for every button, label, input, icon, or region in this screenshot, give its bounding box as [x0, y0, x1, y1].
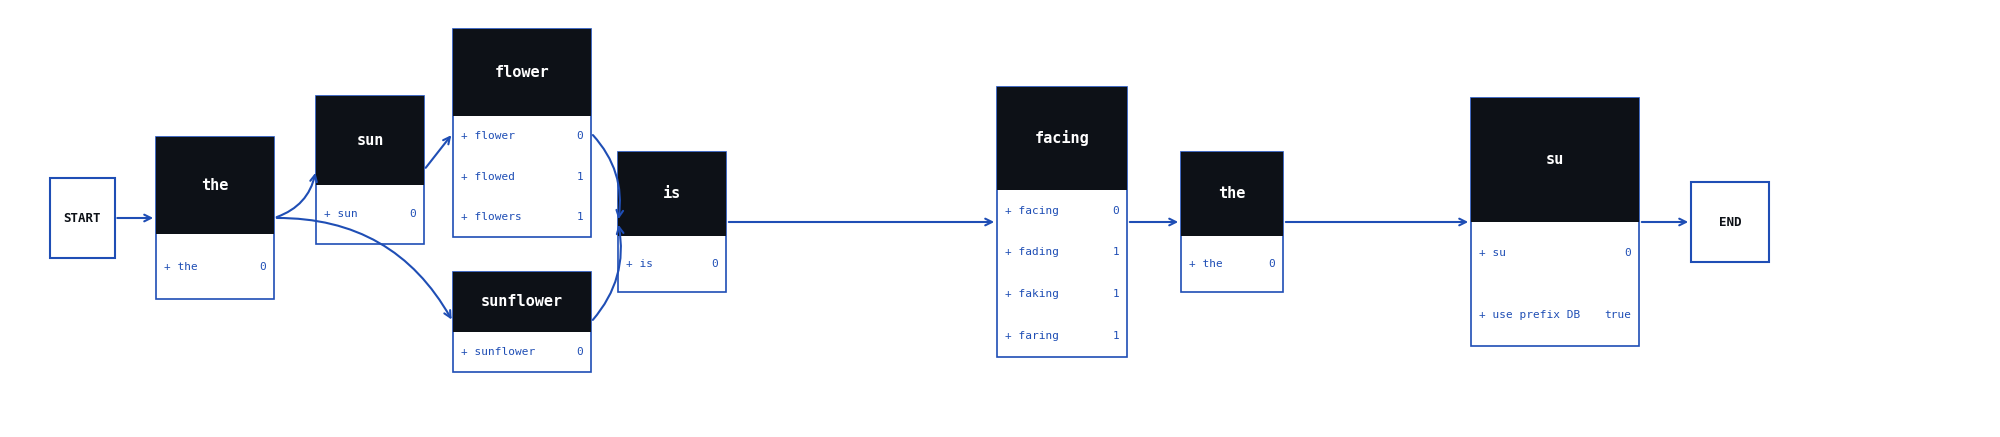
Text: sun: sun [356, 133, 384, 148]
Text: + flowers: + flowers [460, 212, 522, 222]
Text: + sun: + sun [324, 209, 358, 219]
Text: the: the [1218, 187, 1246, 201]
FancyBboxPatch shape [50, 178, 114, 258]
Text: 1: 1 [1112, 289, 1120, 299]
FancyBboxPatch shape [452, 272, 592, 372]
Text: + facing: + facing [1006, 205, 1060, 215]
Text: + su: + su [1480, 248, 1506, 258]
FancyBboxPatch shape [618, 152, 726, 292]
Text: flower: flower [494, 65, 550, 80]
Text: + sunflower: + sunflower [460, 347, 536, 357]
Text: 0: 0 [1624, 248, 1632, 258]
FancyBboxPatch shape [1472, 98, 1640, 222]
Text: 0: 0 [1112, 205, 1120, 215]
Text: + flower: + flower [460, 132, 516, 142]
Text: END: END [1718, 215, 1742, 229]
Text: + the: + the [1188, 259, 1222, 269]
Text: 0: 0 [1268, 259, 1276, 269]
FancyBboxPatch shape [996, 87, 1128, 357]
FancyBboxPatch shape [618, 152, 726, 236]
Text: true: true [1604, 310, 1632, 320]
Text: is: is [662, 187, 682, 201]
Text: + fading: + fading [1006, 247, 1060, 257]
Text: 0: 0 [712, 259, 718, 269]
Text: START: START [64, 212, 100, 225]
Text: 0: 0 [260, 262, 266, 272]
Text: sunflower: sunflower [480, 295, 564, 309]
Text: 1: 1 [576, 172, 584, 182]
Text: the: the [202, 178, 228, 193]
FancyBboxPatch shape [1692, 182, 1770, 262]
Text: su: su [1546, 153, 1564, 167]
FancyBboxPatch shape [1180, 152, 1284, 292]
Text: 1: 1 [576, 212, 584, 222]
Text: 0: 0 [576, 132, 584, 142]
Text: 0: 0 [576, 347, 584, 357]
FancyBboxPatch shape [452, 29, 592, 116]
FancyBboxPatch shape [452, 272, 592, 332]
Text: + faring: + faring [1006, 331, 1060, 341]
Text: facing: facing [1034, 130, 1090, 146]
Text: 0: 0 [410, 209, 416, 219]
Text: + use prefix DB: + use prefix DB [1480, 310, 1580, 320]
FancyBboxPatch shape [452, 29, 592, 237]
Text: 1: 1 [1112, 331, 1120, 341]
Text: 1: 1 [1112, 247, 1120, 257]
FancyBboxPatch shape [316, 96, 424, 244]
FancyBboxPatch shape [316, 96, 424, 185]
FancyBboxPatch shape [1180, 152, 1284, 236]
Text: + the: + the [164, 262, 198, 272]
Text: + flowed: + flowed [460, 172, 516, 182]
FancyBboxPatch shape [156, 137, 274, 234]
FancyBboxPatch shape [1472, 98, 1640, 346]
Text: + faking: + faking [1006, 289, 1060, 299]
FancyBboxPatch shape [156, 137, 274, 299]
FancyBboxPatch shape [996, 87, 1128, 190]
Text: + is: + is [626, 259, 652, 269]
